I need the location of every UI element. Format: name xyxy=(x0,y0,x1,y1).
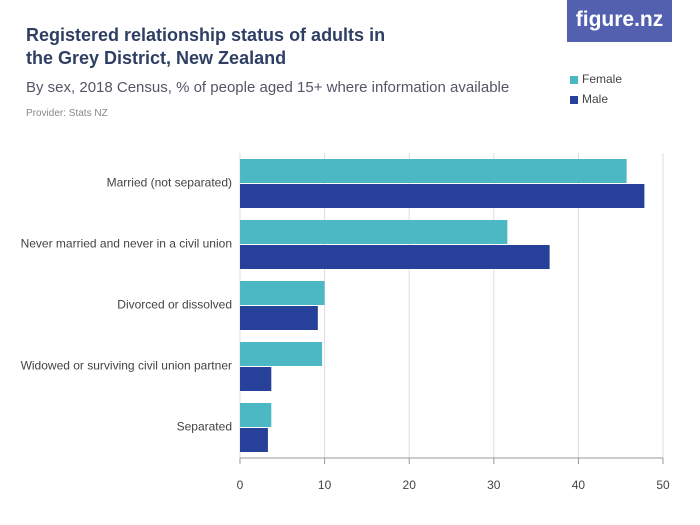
x-tick-label: 40 xyxy=(572,478,586,492)
bar xyxy=(240,367,272,391)
bar xyxy=(240,403,272,427)
y-tick-label: Divorced or dissolved xyxy=(117,298,232,312)
y-tick-label: Separated xyxy=(177,420,232,434)
provider: Provider: Stats NZ xyxy=(26,108,108,119)
bar xyxy=(240,184,645,208)
chart-title: Registered relationship status of adults… xyxy=(26,25,386,68)
logo[interactable]: figure.nz xyxy=(567,0,672,42)
y-tick-label: Married (not separated) xyxy=(107,176,232,190)
x-tick-label: 50 xyxy=(656,478,670,492)
legend-swatch xyxy=(570,76,578,84)
bar xyxy=(240,306,318,330)
legend-label: Male xyxy=(582,92,608,106)
bar xyxy=(240,342,323,366)
x-tick-label: 0 xyxy=(237,478,244,492)
bar xyxy=(240,159,627,183)
x-tick-label: 10 xyxy=(318,478,332,492)
bar xyxy=(240,281,325,305)
chart-subtitle: By sex, 2018 Census, % of people aged 15… xyxy=(26,79,510,96)
legend-label: Female xyxy=(582,72,622,86)
bar xyxy=(240,220,508,244)
y-tick-label: Never married and never in a civil union xyxy=(21,237,232,251)
x-tick-label: 20 xyxy=(403,478,417,492)
legend-swatch xyxy=(570,96,578,104)
bar xyxy=(240,428,268,452)
x-tick-label: 30 xyxy=(487,478,501,492)
bar xyxy=(240,245,550,269)
y-tick-label: Widowed or surviving civil union partner xyxy=(21,359,232,373)
